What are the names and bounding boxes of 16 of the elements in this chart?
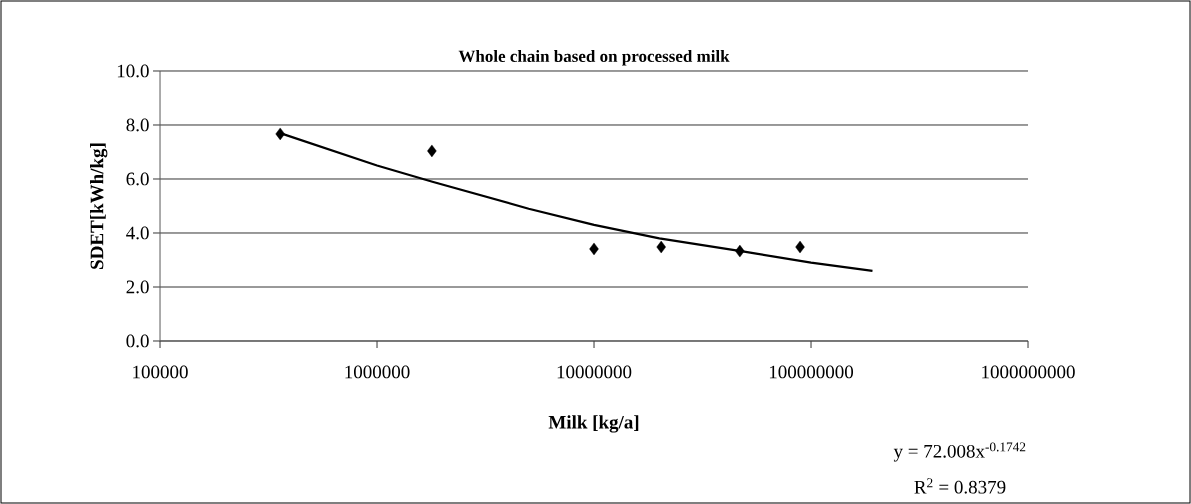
x-tick-label: 1000000	[345, 365, 410, 379]
x-axis-title: Milk [kg/a]	[548, 415, 639, 433]
text: y = 72.008x$^{-0.1742}$	[893, 442, 1026, 462]
x-tick-label: 100000000	[769, 365, 854, 379]
y-tick-label: 10.0	[117, 64, 149, 78]
y-tick-label: 8.0	[126, 118, 149, 132]
x-tick-label: 100000	[133, 365, 188, 379]
y-tick-label: 2.0	[126, 280, 149, 294]
y-tick-label: 4.0	[126, 226, 149, 240]
text: R$^{2}$ = 0.8379	[914, 478, 1006, 494]
chart-title: Whole chain based on processed milk	[458, 50, 730, 66]
y-tick-label: 0.0	[126, 334, 149, 348]
y-axis-title: SDET[kWh/kg]	[90, 143, 108, 269]
y-tick-label: 6.0	[126, 172, 149, 186]
x-tick-label: 10000000	[557, 365, 632, 379]
x-tick-label: 1000000000	[982, 365, 1075, 379]
